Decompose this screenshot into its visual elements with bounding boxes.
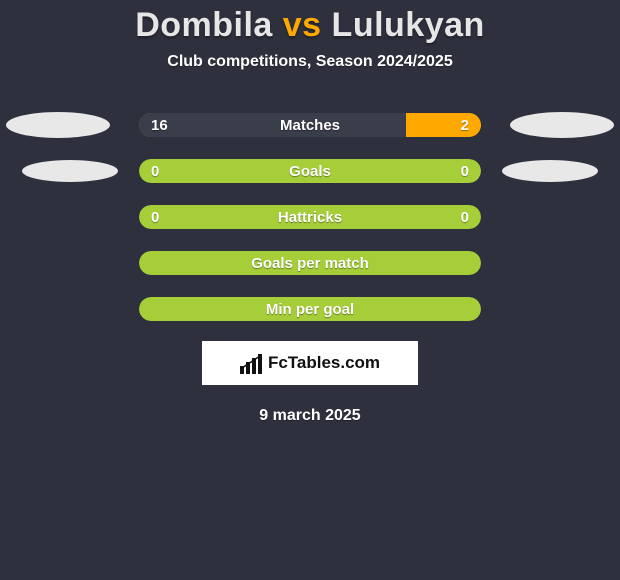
stat-rows: 162Matches 00Goals 00Hattricks Goals per ma… — [0, 113, 620, 321]
site-logo-box: FcTables.com — [202, 341, 418, 385]
stat-label: Goals per match — [139, 255, 481, 272]
page-title: Dombila vs Lulukyan — [135, 6, 485, 45]
stat-label: Hattricks — [139, 209, 481, 226]
stat-bar: 00Hattricks — [139, 205, 481, 229]
player2-logo-placeholder — [510, 112, 614, 138]
logo-text: FcTables.com — [268, 353, 380, 373]
stat-bar: Min per goal — [139, 297, 481, 321]
subtitle: Club competitions, Season 2024/2025 — [167, 53, 452, 71]
stat-label: Matches — [139, 117, 481, 134]
stat-row: Min per goal — [0, 297, 620, 321]
player1-logo-placeholder — [6, 112, 110, 138]
comparison-infographic: Dombila vs Lulukyan Club competitions, S… — [0, 0, 620, 580]
stat-bar: 162Matches — [139, 113, 481, 137]
stat-label: Goals — [139, 163, 481, 180]
stat-bar: Goals per match — [139, 251, 481, 275]
stat-row: 00Goals — [0, 159, 620, 183]
player2-logo-placeholder — [502, 160, 598, 182]
stat-row: Goals per match — [0, 251, 620, 275]
date-label: 9 march 2025 — [259, 407, 360, 425]
stat-bar: 00Goals — [139, 159, 481, 183]
stat-label: Min per goal — [139, 301, 481, 318]
stat-row: 00Hattricks — [0, 205, 620, 229]
player1-name: Dombila — [135, 6, 273, 44]
player2-name: Lulukyan — [332, 6, 485, 44]
stat-row: 162Matches — [0, 113, 620, 137]
logo-icon — [240, 352, 264, 374]
player1-logo-placeholder — [22, 160, 118, 182]
vs-word: vs — [283, 6, 322, 44]
